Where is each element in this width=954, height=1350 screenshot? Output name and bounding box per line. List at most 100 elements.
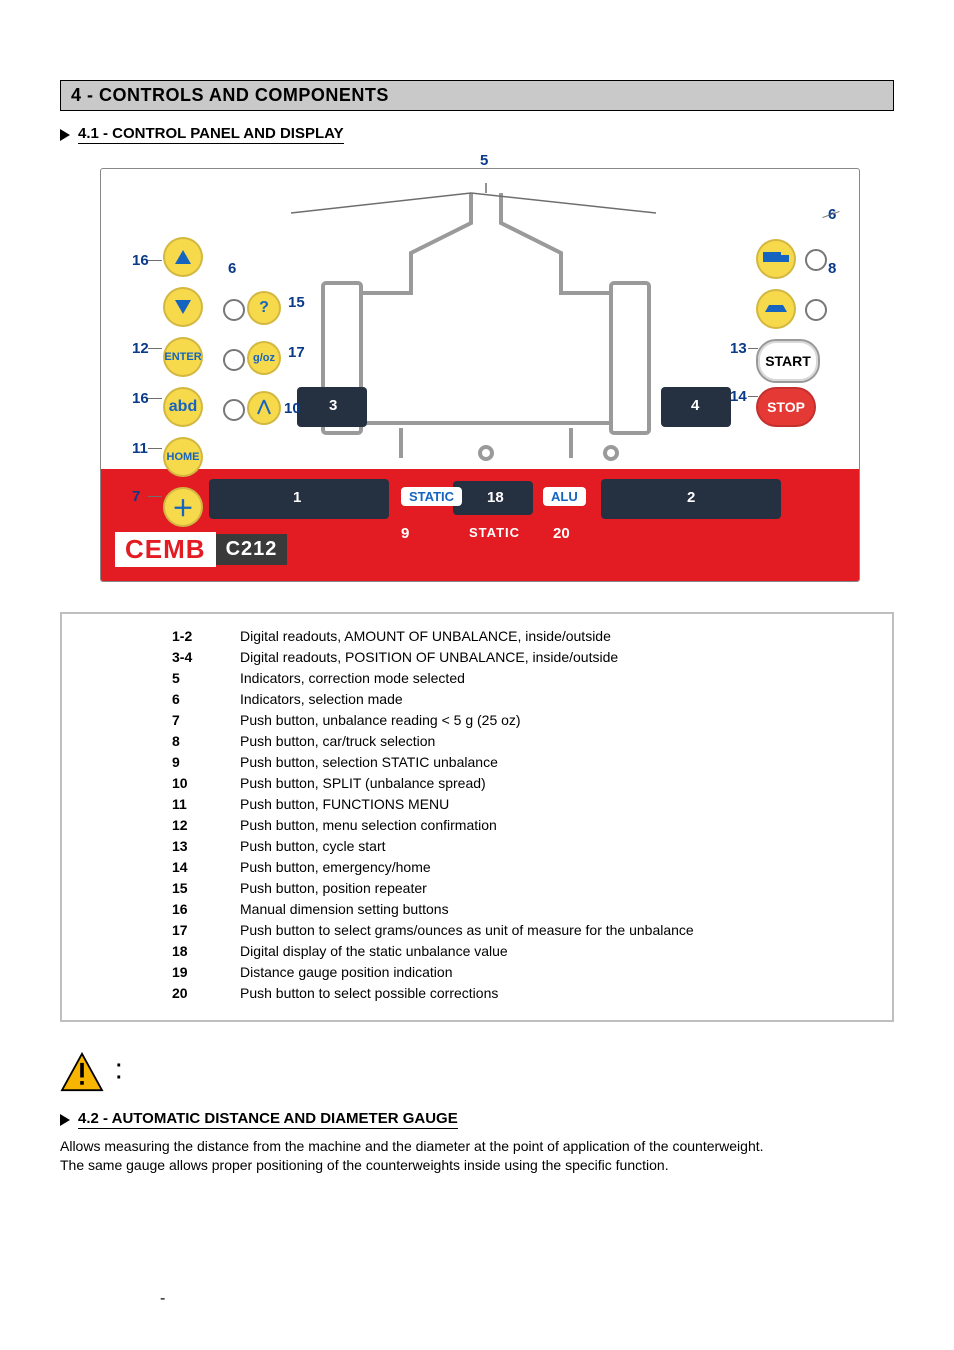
callout: 17	[288, 344, 305, 361]
callout: 3	[329, 397, 337, 414]
split-icon	[254, 398, 274, 418]
legend-row: 15Push button, position repeater	[172, 878, 874, 899]
legend-key: 20	[172, 983, 216, 1004]
plus-button[interactable]: ＋	[163, 487, 203, 527]
warning-icon	[60, 1052, 104, 1092]
legend-box: 1-2Digital readouts, AMOUNT OF UNBALANCE…	[60, 612, 894, 1022]
legend-row: 13Push button, cycle start	[172, 836, 874, 857]
callout: 12	[132, 340, 149, 357]
subsection-4-1: 4.1 - CONTROL PANEL AND DISPLAY	[60, 125, 894, 144]
legend-key: 18	[172, 941, 216, 962]
legend-row: 19 Distance gauge position indication	[172, 962, 874, 983]
home-label: HOME	[167, 451, 200, 463]
legend-row: 1-2Digital readouts, AMOUNT OF UNBALANCE…	[172, 626, 874, 647]
warning-row: ··	[60, 1052, 894, 1092]
legend-desc: Push button to select grams/ounces as un…	[240, 920, 694, 941]
triangle-bullet-icon	[60, 129, 70, 141]
car-button[interactable]	[756, 289, 796, 329]
down-button[interactable]	[163, 287, 203, 327]
g-oz-label: g/oz	[253, 352, 275, 364]
repeater-button[interactable]: ?	[247, 291, 281, 325]
body-4-2-line-1: Allows measuring the distance from the m…	[60, 1137, 894, 1156]
callout: 18	[487, 489, 504, 506]
legend-key: 6	[172, 689, 216, 710]
start-label: START	[765, 353, 811, 369]
alu-button[interactable]: ALU	[543, 487, 586, 506]
callout: 1	[293, 489, 301, 506]
legend-row: 17Push button to select grams/ounces as …	[172, 920, 874, 941]
legend-desc: Indicators, correction mode selected	[240, 668, 465, 689]
static-pill-label: STATIC	[409, 489, 454, 504]
up-button[interactable]	[163, 237, 203, 277]
alu-pill-label: ALU	[551, 489, 578, 504]
warning-dots: ··	[116, 1060, 123, 1084]
legend-key: 16	[172, 899, 216, 920]
legend-desc: Push button, position repeater	[240, 878, 427, 899]
callout: 9	[401, 525, 409, 542]
legend-key: 8	[172, 731, 216, 752]
g-oz-button[interactable]: g/oz	[247, 341, 281, 375]
legend-row: 10Push button, SPLIT (unbalance spread)	[172, 773, 874, 794]
callout: 7	[132, 488, 140, 505]
legend-key: 14	[172, 857, 216, 878]
legend-desc: Push button, FUNCTIONS MENU	[240, 794, 449, 815]
enter-button[interactable]: ENTER	[163, 337, 203, 377]
callout: 16	[132, 252, 149, 269]
start-button[interactable]: START	[756, 339, 820, 383]
callout: 10	[284, 400, 301, 417]
home-button[interactable]: HOME	[163, 437, 203, 477]
car-icon	[763, 302, 789, 316]
indicator-dot	[223, 399, 245, 421]
legend-desc: Digital readouts, POSITION OF UNBALANCE,…	[240, 647, 618, 668]
legend-desc: Push button, selection STATIC unbalance	[240, 752, 498, 773]
legend-row: 11Push button, FUNCTIONS MENU	[172, 794, 874, 815]
control-panel-diagram: ENTER abd HOME ＋ ? g/oz START STOP STATI	[100, 152, 860, 582]
logo-bar: CEMB C212	[115, 532, 287, 567]
legend-desc: Push button, unbalance reading < 5 g (25…	[240, 710, 521, 731]
stop-button[interactable]: STOP	[756, 387, 816, 427]
callout: 14	[730, 388, 747, 405]
indicator-dot	[223, 299, 245, 321]
truck-button[interactable]	[756, 239, 796, 279]
legend-row: 9Push button, selection STATIC unbalance	[172, 752, 874, 773]
indicator-dot	[223, 349, 245, 371]
legend-desc: Digital readouts, AMOUNT OF UNBALANCE, i…	[240, 626, 611, 647]
callout: 5	[480, 152, 488, 169]
legend-desc: Push button to select possible correctio…	[240, 983, 498, 1004]
abd-button[interactable]: abd	[163, 387, 203, 427]
legend-desc: Digital display of the static unbalance …	[240, 941, 508, 962]
callout: 15	[288, 294, 305, 311]
panel-body: ENTER abd HOME ＋ ? g/oz START STOP STATI	[100, 168, 860, 582]
legend-row: 6 Indicators, selection made	[172, 689, 874, 710]
legend-row: 20 Push button to select possible correct…	[172, 983, 874, 1004]
legend-key: 7	[172, 710, 216, 731]
legend-key: 19	[172, 962, 216, 983]
indicator-dot	[805, 249, 827, 271]
indicator-dot	[805, 299, 827, 321]
static-button[interactable]: STATIC	[401, 487, 462, 506]
legend-row: 3-4 Digital readouts, POSITION OF UNBALAN…	[172, 647, 874, 668]
callout: 11	[132, 440, 148, 457]
legend-row: 12Push button, menu selection confirmati…	[172, 815, 874, 836]
legend-desc: Push button, SPLIT (unbalance spread)	[240, 773, 486, 794]
model-label: C212	[216, 534, 288, 565]
brand-logo: CEMB	[115, 532, 216, 567]
legend-row: 16Manual dimension setting buttons	[172, 899, 874, 920]
legend-desc: Push button, cycle start	[240, 836, 386, 857]
callout: 16	[132, 390, 149, 407]
body-4-2-line-2: The same gauge allows proper positioning…	[60, 1156, 894, 1175]
stop-label: STOP	[767, 399, 805, 415]
legend-row: 18 Digital display of the static unbalanc…	[172, 941, 874, 962]
legend-row: 7 Push button, unbalance reading < 5 g (2…	[172, 710, 874, 731]
legend-key: 3-4	[172, 647, 216, 668]
legend-key: 12	[172, 815, 216, 836]
legend-desc: Indicators, selection made	[240, 689, 403, 710]
triangle-bullet-icon	[60, 1114, 70, 1126]
callout: 13	[730, 340, 747, 357]
subsection-4-2-title: 4.2 - AUTOMATIC DISTANCE AND DIAMETER GA…	[78, 1110, 458, 1129]
legend-desc: Distance gauge position indication	[240, 962, 452, 983]
section-title: 4 - CONTROLS AND COMPONENTS	[71, 85, 389, 105]
split-button[interactable]	[247, 391, 281, 425]
legend-row: 5Indicators, correction mode selected	[172, 668, 874, 689]
abd-label: abd	[169, 398, 197, 416]
